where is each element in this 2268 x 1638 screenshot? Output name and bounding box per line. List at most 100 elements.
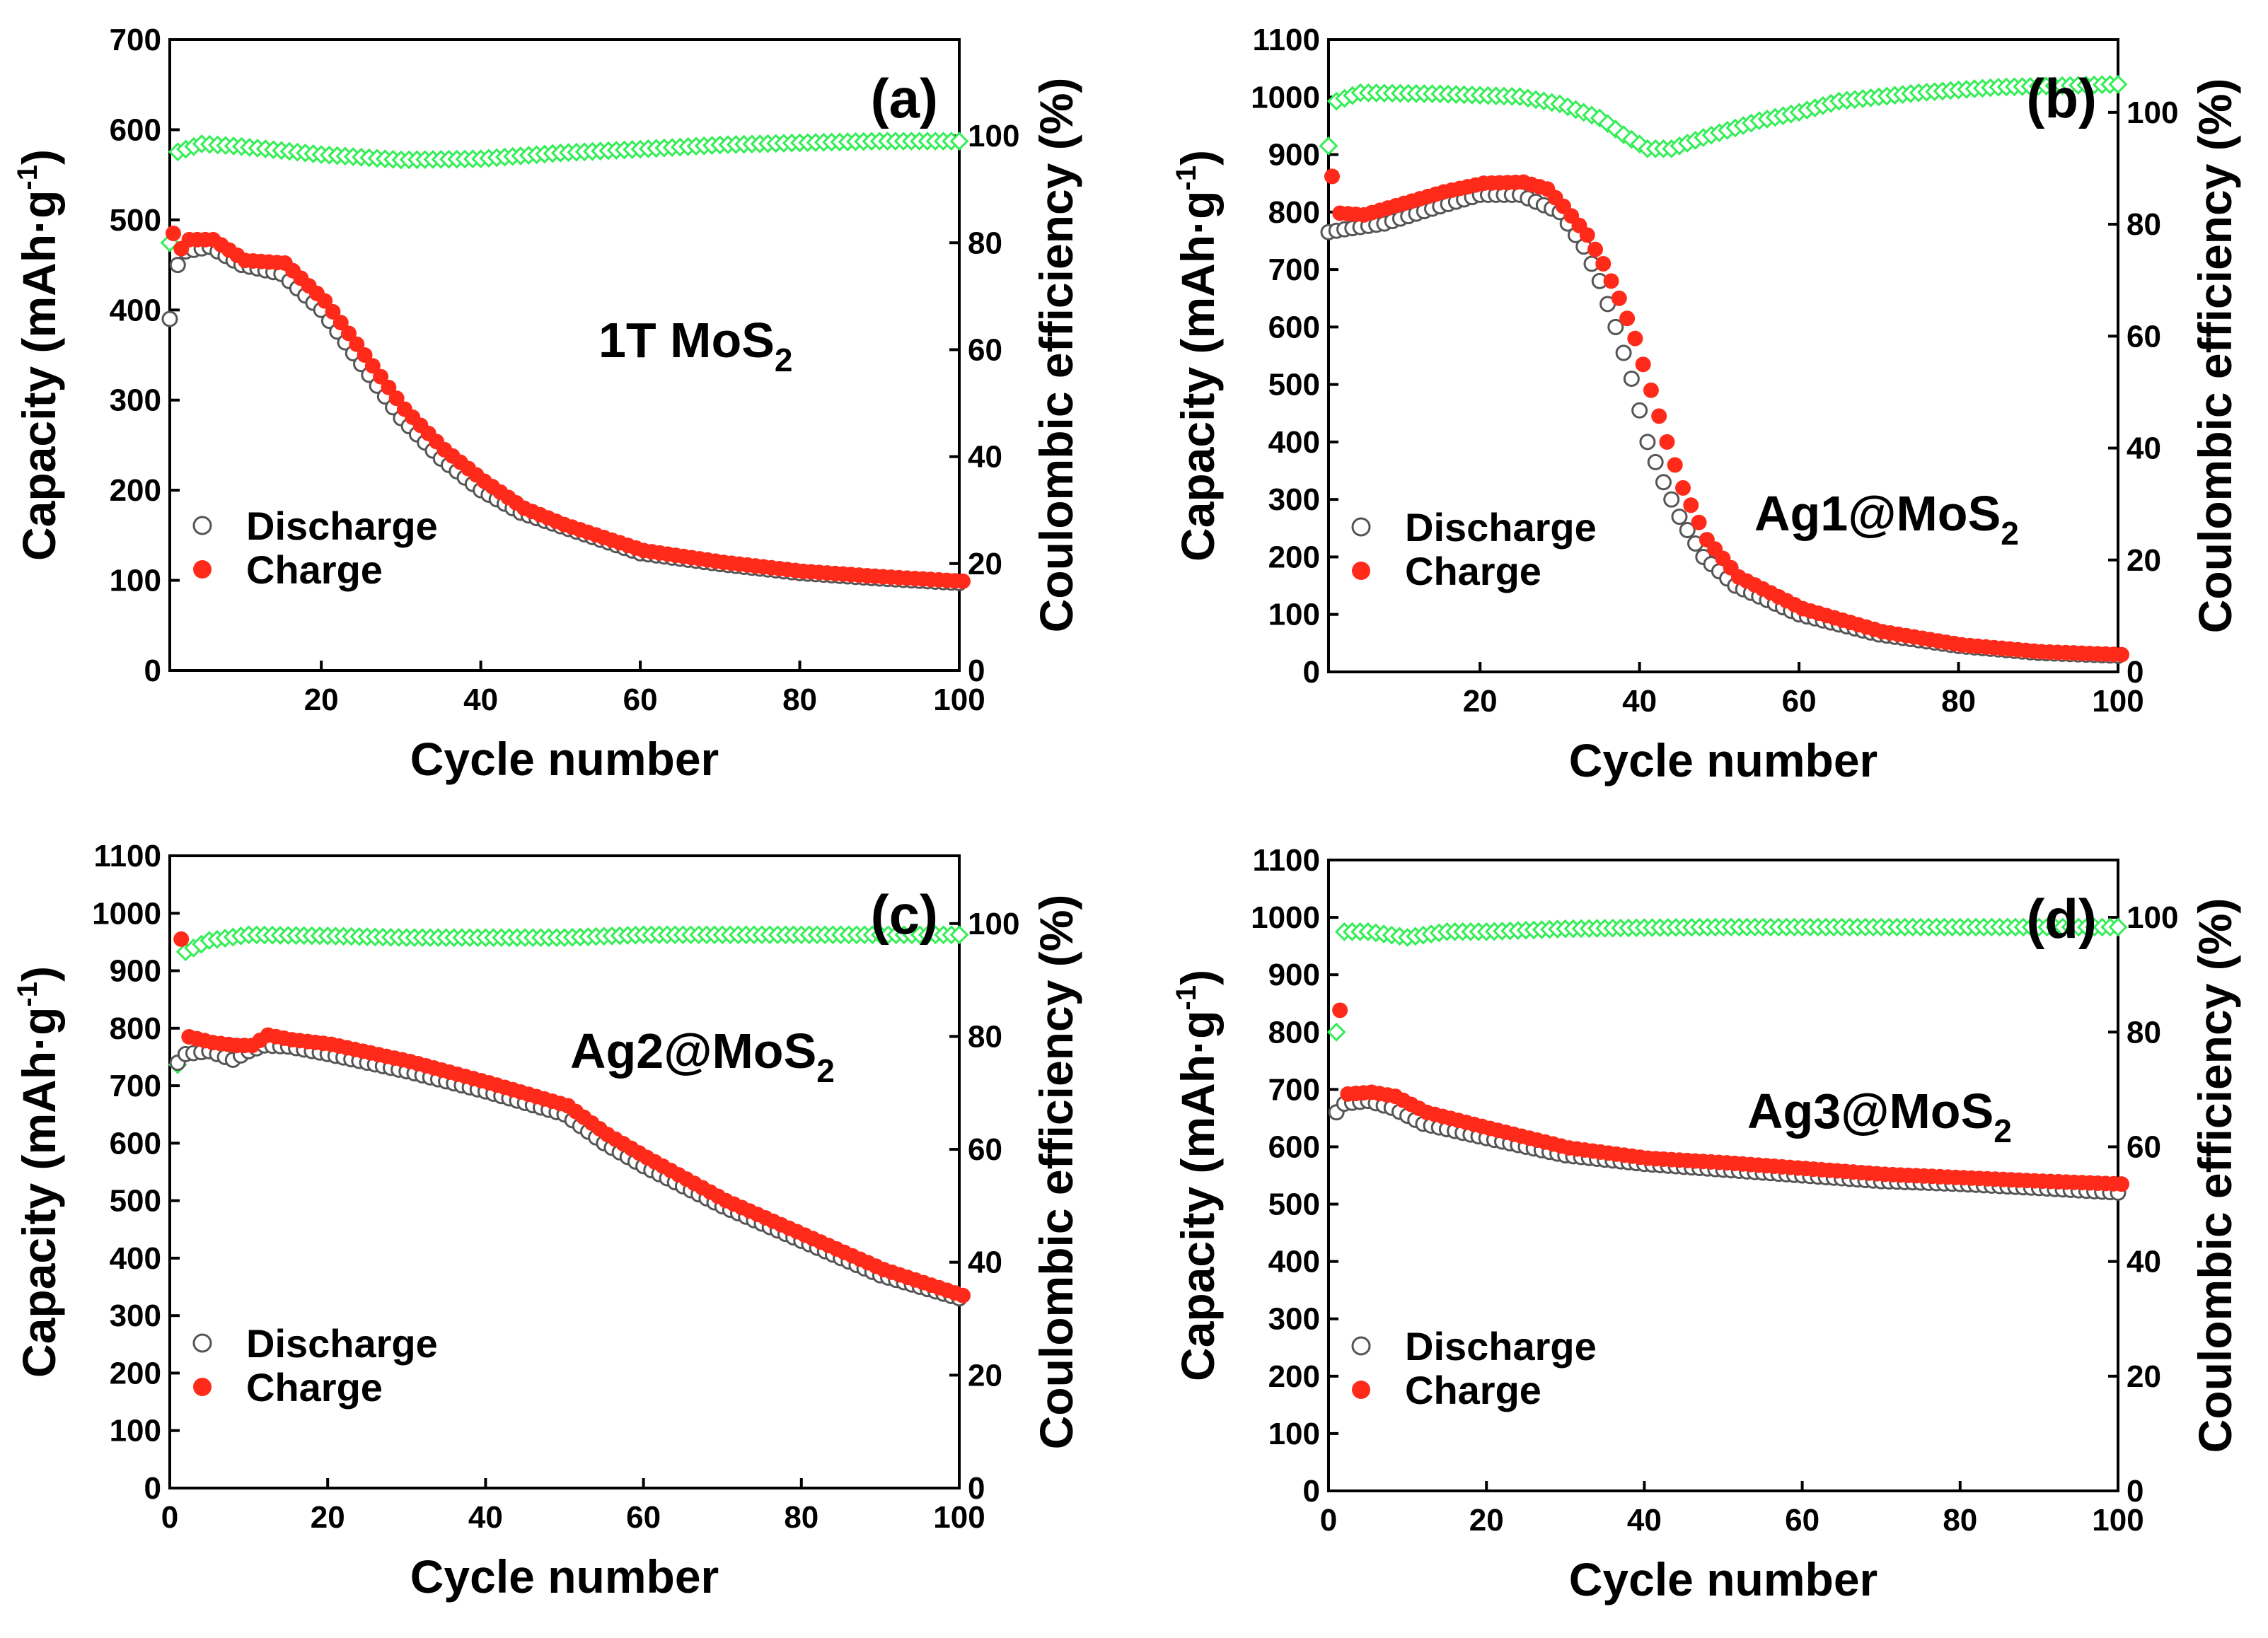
y2-tick-label: 80	[968, 226, 1002, 260]
y2-tick-label: 20	[968, 1358, 1002, 1393]
charge-point	[325, 303, 341, 320]
charge-point	[1691, 514, 1707, 530]
y-tick-label: 400	[1268, 425, 1320, 460]
legend-discharge-label: Discharge	[1405, 505, 1597, 550]
y-tick-label: 400	[110, 1241, 161, 1276]
discharge-point	[1663, 491, 1680, 508]
x-tick-label: 20	[304, 682, 339, 717]
legend-discharge-marker	[192, 1333, 212, 1353]
x-tick-label: 100	[2092, 1503, 2143, 1538]
y-axis-label: Capacity (mAh·g-1)	[1171, 150, 1224, 562]
discharge-point	[1607, 318, 1624, 335]
y-tick-label: 800	[1268, 195, 1320, 230]
legend-charge-label: Charge	[1405, 1368, 1541, 1412]
chart-panel: 20 40 60 80 10001002003004005006007000204060…	[12, 23, 1082, 785]
x-tick-label: 20	[311, 1500, 345, 1535]
charge-point	[1651, 408, 1667, 424]
y2-tick-label: 100	[2127, 95, 2178, 130]
charge-point	[1324, 168, 1340, 185]
y2-tick-label: 40	[2127, 431, 2161, 466]
x-tick-label: 80	[782, 682, 817, 717]
charge-point	[317, 293, 333, 309]
y-tick-label: 200	[110, 473, 161, 508]
charge-point	[357, 347, 373, 363]
charge-point	[1627, 330, 1643, 347]
charge-point	[1675, 480, 1691, 496]
y-tick-label: 100	[110, 1414, 161, 1448]
x-tick-label: 60	[623, 682, 658, 717]
material-label: 1T MoS2	[598, 313, 793, 378]
y-tick-label: 900	[110, 954, 161, 989]
material-subscript: 2	[775, 342, 793, 378]
y-tick-label: 200	[1268, 540, 1320, 574]
charge-point	[2114, 646, 2129, 663]
charge-point	[1683, 497, 1699, 513]
charge-point	[1587, 241, 1603, 257]
y-tick-label: 1100	[1253, 843, 1320, 878]
charge-point	[381, 379, 397, 395]
y2-tick-label: 100	[968, 119, 1019, 153]
legend-charge-marker	[193, 1378, 212, 1396]
y-tick-label: 1000	[1251, 900, 1320, 935]
y-axis-label-close: )	[13, 149, 65, 165]
plot-frame	[1327, 859, 2119, 1492]
y-tick-label: 300	[110, 1299, 161, 1333]
y2-tick-label: 0	[968, 654, 985, 688]
y-tick-label: 200	[110, 1356, 161, 1390]
charge-point	[173, 931, 190, 947]
plot-frame	[168, 854, 961, 1489]
y-tick-label: 600	[110, 112, 161, 147]
y-tick-label: 1100	[94, 839, 161, 873]
y-axis-label-sup: -1	[1171, 165, 1202, 191]
discharge-point	[1623, 371, 1640, 388]
efficiency-point	[949, 925, 969, 945]
material-label: Ag2@MoS2	[570, 1023, 835, 1089]
y-tick-label: 500	[110, 203, 161, 238]
efficiency-point	[1319, 136, 1338, 156]
x-axis-label: Cycle number	[410, 1550, 719, 1603]
material-name: Ag1@MoS	[1754, 486, 2001, 541]
x-tick-label: 60	[626, 1500, 661, 1535]
y-axis-label: Capacity (mAh·g-1)	[12, 149, 65, 561]
charge-point	[955, 1287, 971, 1303]
charge-point	[1619, 310, 1636, 327]
data-points	[160, 132, 971, 591]
y2-axis-label: Coulombic efficiency (%)	[1030, 895, 1082, 1450]
y-tick-label: 700	[110, 1069, 161, 1103]
y2-tick-label: 60	[2127, 319, 2161, 354]
panel-letter: (d)	[2026, 888, 2097, 950]
discharge-point	[161, 310, 178, 327]
y2-tick-label: 80	[2127, 207, 2161, 242]
y-tick-label: 600	[1268, 310, 1320, 344]
y-axis-label-main: Capacity (mAh·g	[13, 1007, 65, 1378]
plot-frame	[168, 38, 961, 672]
y2-tick-label: 60	[968, 332, 1002, 367]
discharge-point	[169, 257, 186, 274]
y-tick-label: 800	[110, 1011, 161, 1046]
charge-point	[349, 336, 365, 352]
y2-axis-label: Coulombic efficiency (%)	[2189, 898, 2241, 1453]
y2-tick-label: 80	[2127, 1015, 2161, 1050]
x-tick-label: 80	[1941, 684, 1976, 719]
y-tick-label: 300	[1268, 1302, 1320, 1337]
y-tick-label: 900	[1268, 138, 1320, 173]
x-tick-label: 20	[1469, 1503, 1504, 1538]
charge-point	[1332, 1002, 1348, 1018]
discharge-point	[1671, 509, 1688, 525]
material-name: Ag2@MoS	[570, 1023, 816, 1079]
x-axis-label: Cycle number	[1569, 1553, 1878, 1605]
x-tick-label: 0	[161, 1500, 178, 1535]
charge-point	[364, 358, 381, 374]
y-tick-label: 300	[110, 383, 161, 418]
x-tick-label: 60	[1782, 684, 1817, 719]
y-tick-label: 700	[1268, 252, 1320, 287]
x-axis-label: Cycle number	[1569, 734, 1878, 786]
charge-point	[1603, 273, 1619, 289]
charge-point	[166, 225, 181, 241]
y-axis-label-close: )	[1171, 970, 1224, 985]
